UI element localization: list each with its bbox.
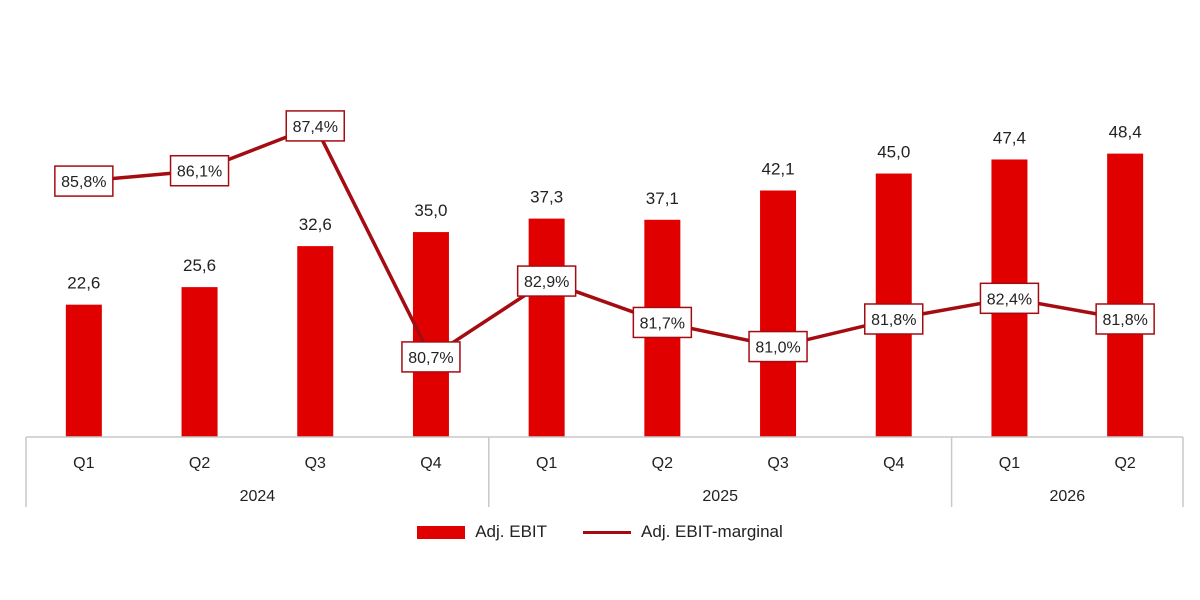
line-value-label: 82,4% [987,291,1032,308]
margin-line [83,124,1126,359]
bar-value-label: 37,3 [530,188,563,207]
x-tick-label: Q1 [536,455,557,472]
x-tick-label: Q2 [652,455,673,472]
bar-value-label: 45,0 [877,143,910,162]
x-tick-label: Q2 [1114,455,1135,472]
legend-label-bar: Adj. EBIT [475,522,548,541]
bar-value-label: 25,6 [183,256,216,275]
bar [528,218,565,437]
line-value-box [979,282,1040,315]
x-tick-label: Q4 [883,455,904,472]
bar [1107,153,1144,438]
line-value-label: 82,9% [524,274,569,291]
bar-value-label: 22,6 [67,274,100,293]
x-group-label: 2026 [1050,488,1086,505]
x-group-label: 2025 [702,488,738,505]
line-value-label: 81,0% [755,340,800,357]
line-value-label: 80,7% [408,350,453,367]
bar [760,190,797,437]
line-value-label: 86,1% [177,164,222,181]
x-group-label: 2024 [240,488,276,505]
line-value-box [169,154,230,187]
bar-value-label: 42,1 [762,160,795,179]
bar-value-label: 47,4 [993,128,1026,147]
line-value-label: 81,7% [640,315,685,332]
x-tick-label: Q2 [189,455,210,472]
line-value-box [54,165,114,197]
chart-plot: 22,6 25,6 32,6 35,0 37,3 37,1 42,1 45,0 47,4 48,4… [25,110,1184,507]
x-tick-label: Q3 [767,455,788,472]
bar [297,246,334,437]
line-value-label: 85,8% [61,174,106,191]
line-value-box [632,306,693,339]
bar [181,287,218,437]
x-tick-label: Q1 [999,455,1020,472]
line-value-box [1095,303,1155,335]
line-value-box [748,330,808,363]
bar-value-label: 48,4 [1109,123,1142,142]
line-value-label: 81,8% [1102,312,1147,329]
bar [65,304,102,437]
line-value-box [401,341,461,373]
legend: Adj. EBIT Adj. EBIT-marginal [0,522,1200,542]
line-value-label: 81,8% [871,312,916,329]
bar-value-label: 35,0 [414,201,447,220]
x-tick-label: Q1 [73,455,94,472]
x-tick-label: Q3 [305,455,326,472]
line-value-box [864,303,924,335]
legend-item-bar: Adj. EBIT [417,522,547,542]
line-value-box [516,265,577,297]
legend-label-line: Adj. EBIT-marginal [641,522,783,541]
bar-value-label: 37,1 [646,189,679,208]
bar-value-label: 32,6 [299,215,332,234]
legend-swatch-bar [417,525,466,539]
legend-item-line: Adj. EBIT-marginal [583,522,783,542]
line-value-label: 87,4% [293,119,338,136]
x-tick-label: Q4 [420,455,441,472]
legend-swatch-line [583,530,632,534]
line-value-box [285,110,345,142]
